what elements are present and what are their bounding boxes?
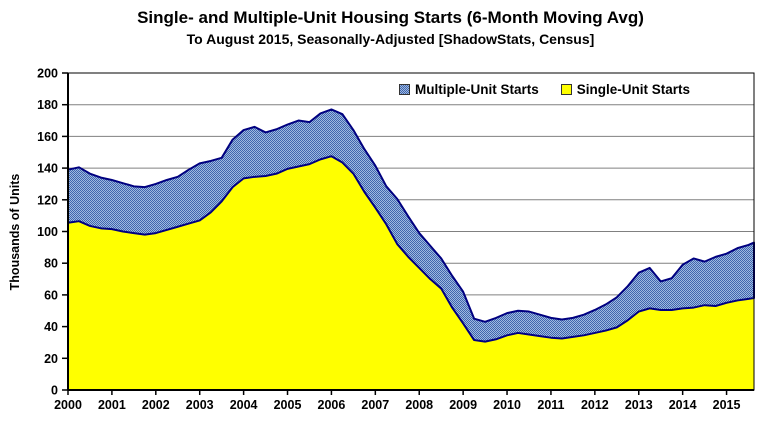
x-tick-label-2014: 2014 [669, 398, 697, 412]
x-tick-label-2009: 2009 [449, 398, 477, 412]
chart-title: Single- and Multiple-Unit Housing Starts… [137, 8, 644, 27]
x-tick-label-2010: 2010 [493, 398, 521, 412]
single-unit-area [68, 156, 754, 390]
y-tick-label-20: 20 [44, 352, 58, 366]
x-tick-label-2006: 2006 [318, 398, 346, 412]
y-tick-label-120: 120 [37, 193, 58, 207]
chart-subtitle: To August 2015, Seasonally-Adjusted [Sha… [186, 31, 595, 47]
legend: Multiple-Unit Starts Single-Unit Starts [399, 82, 690, 97]
y-tick-label-100: 100 [37, 225, 58, 239]
x-tick-label-2013: 2013 [625, 398, 653, 412]
y-tick-label-60: 60 [44, 288, 58, 302]
x-tick-label-2000: 2000 [54, 398, 82, 412]
axis-ticks [62, 72, 728, 395]
x-tick-label-2002: 2002 [142, 398, 170, 412]
x-tick-label-2001: 2001 [98, 398, 126, 412]
y-tick-label-200: 200 [37, 67, 58, 81]
y-tick-label-140: 140 [37, 162, 58, 176]
legend-label-single: Single-Unit Starts [576, 82, 691, 97]
x-tick-label-2015: 2015 [713, 398, 741, 412]
axis-tick-labels: 0 20 40 60 80 100 120 140 160 180 200 2000 2001 2002 2… [37, 67, 740, 413]
data-areas [67, 108, 755, 390]
y-tick-label-40: 40 [44, 320, 58, 334]
x-tick-label-2012: 2012 [581, 398, 609, 412]
x-tick-label-2007: 2007 [361, 398, 389, 412]
x-tick-label-2005: 2005 [274, 398, 302, 412]
x-tick-label-2004: 2004 [230, 398, 258, 412]
x-tick-label-2003: 2003 [186, 398, 214, 412]
multiple-unit-legend-marker-icon [399, 84, 410, 95]
y-tick-label-180: 180 [37, 98, 58, 112]
y-tick-label-160: 160 [37, 130, 58, 144]
y-tick-label-0: 0 [51, 384, 58, 398]
single-unit-legend-marker-icon [560, 84, 572, 95]
y-tick-label-80: 80 [44, 257, 58, 271]
x-tick-label-2008: 2008 [405, 398, 433, 412]
x-tick-label-2011: 2011 [537, 398, 564, 412]
legend-label-multiple: Multiple-Unit Starts [415, 82, 539, 97]
legend-item-multiple: Multiple-Unit Starts [399, 82, 539, 97]
legend-item-single: Single-Unit Starts [560, 82, 691, 97]
